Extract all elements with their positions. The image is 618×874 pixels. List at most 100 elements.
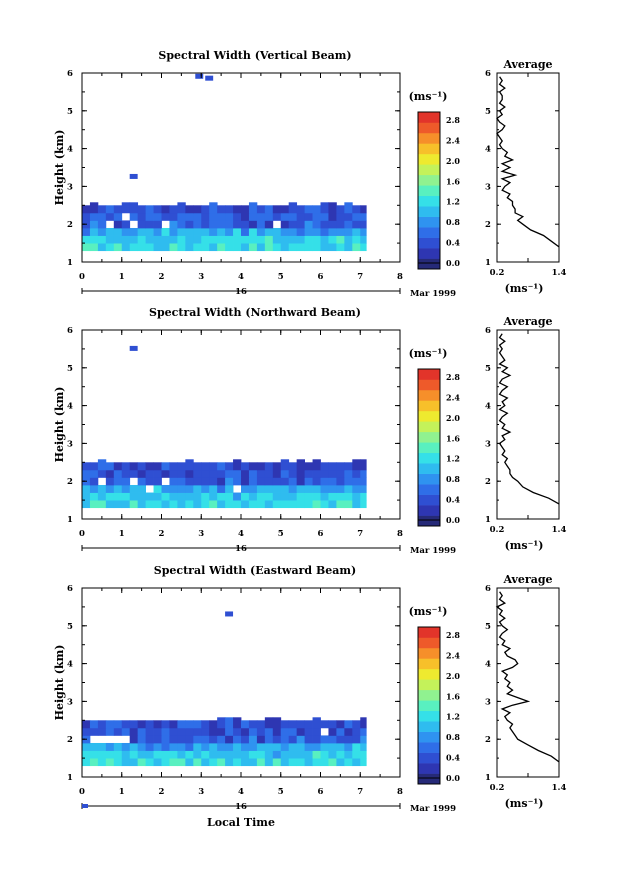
colorbar-segment [418, 647, 440, 659]
colorbar-tick-label: 2.4 [446, 392, 460, 402]
heatmap-cell [145, 742, 154, 751]
x-tick-label: 1 [119, 272, 125, 282]
heatmap-cell [153, 205, 162, 214]
plot-title: Spectral Width (Eastward Beam) [154, 564, 356, 577]
heatmap-cell [312, 500, 321, 509]
heatmap-cell [296, 205, 305, 214]
heatmap-cell [360, 750, 367, 759]
average-unit: (ms⁻¹) [505, 539, 544, 552]
heatmap-cell [248, 212, 258, 221]
heatmap-cell [225, 220, 234, 229]
heatmap-cell [193, 758, 202, 767]
heatmap-cell [193, 243, 202, 252]
isolated-echo [225, 611, 234, 617]
x-tick-label: 5 [278, 529, 284, 539]
heatmap-cell [217, 717, 226, 729]
heatmap-cell [121, 477, 131, 486]
heatmap-cell [320, 735, 329, 744]
x-tick-label: 2 [159, 272, 165, 282]
heatmap-cell [129, 212, 139, 221]
heatmap-cell [153, 227, 162, 236]
colorbar-frame [417, 368, 441, 527]
colorbar-segment [418, 637, 440, 649]
colorbar-segment [418, 689, 440, 701]
colorbar-segment [418, 463, 440, 474]
heatmap-cell [344, 758, 353, 767]
x-tick-label: 4 [238, 787, 244, 797]
heatmap-cell [312, 235, 321, 244]
heatmap-cell [153, 500, 162, 509]
heatmap-cell [296, 243, 305, 252]
heatmap-cell [121, 500, 131, 509]
heatmap-cell [233, 220, 242, 229]
heatmap-cell [304, 243, 313, 252]
heatmap-cell [248, 758, 258, 767]
heatmap-cell [328, 243, 337, 252]
heatmap-cell [344, 220, 353, 229]
heatmap-cell [233, 500, 242, 509]
heatmap-cell [360, 205, 367, 214]
colorbar-segment [418, 174, 440, 186]
heatmap-cell [264, 758, 274, 767]
heatmap-cell [97, 212, 107, 221]
colorbar-tick-label: 1.2 [446, 712, 460, 722]
heatmap-cell [137, 742, 146, 751]
colorbar-tick-label: 1.6 [446, 176, 460, 186]
heatmap-cell [272, 469, 282, 478]
heatmap-cell [89, 212, 99, 221]
colorbar-segment [418, 452, 440, 464]
heatmap-cell [225, 235, 234, 244]
heatmap-cell [209, 235, 218, 244]
x-tick-label: 3 [198, 529, 204, 539]
heatmap-cell [185, 500, 194, 509]
heatmap-cell [241, 750, 250, 759]
heatmap-cell [113, 220, 123, 229]
heatmap-cell [304, 735, 313, 744]
heatmap-cell [161, 235, 170, 244]
heatmap-cell [217, 243, 226, 252]
heatmap-cell [312, 220, 321, 229]
colorbar-tick-label: 0.4 [446, 753, 460, 763]
heatmap-cell [336, 220, 345, 229]
heatmap-cell [161, 750, 170, 759]
heatmap-cell [225, 742, 234, 751]
date-day: 16 [235, 287, 247, 297]
panel-2: Spectral Width (Northward Beam) 1 2 3 4 5 6 Hei… [53, 306, 566, 556]
heatmap-cell [105, 477, 115, 486]
heatmap-cell [89, 235, 99, 244]
heatmap-cell [233, 227, 242, 236]
heatmap-cell [137, 750, 146, 759]
heatmap-cell [145, 720, 154, 729]
average-y-tick-label: 3 [485, 697, 491, 707]
heatmap-cell [360, 735, 367, 744]
x-tick-label: 7 [357, 529, 363, 539]
colorbar-tick-label: 1.6 [446, 433, 460, 443]
heatmap-cell [169, 735, 178, 744]
colorbar-tick-label: 0.4 [446, 495, 460, 505]
heatmap-cell [256, 492, 266, 501]
heatmap-cell [89, 462, 99, 471]
heatmap-cell [288, 212, 298, 221]
heatmap-cell [280, 243, 290, 252]
colorbar-segment [418, 431, 440, 443]
panel-3: Spectral Width (Eastward Beam) 1 2 3 4 5 6 Heig… [53, 564, 566, 829]
heatmap-cell [336, 750, 345, 759]
heatmap-cell [185, 720, 194, 729]
heatmap-cell [121, 220, 131, 229]
heatmap-cell [233, 735, 242, 744]
heatmap-cell [89, 243, 99, 252]
heatmap-cell [241, 205, 250, 214]
heatmap-cell [272, 243, 282, 252]
heatmap-cell [137, 500, 146, 509]
heatmap-cell [177, 720, 186, 729]
colorbar-tick-label: 2.8 [446, 630, 460, 640]
heatmap-cell [177, 227, 186, 236]
heatmap-cell [97, 742, 107, 751]
x-tick-label: 0 [79, 787, 85, 797]
heatmap-cell [272, 484, 282, 493]
heatmap-cell [177, 750, 186, 759]
heatmap-cell [328, 720, 337, 729]
heatmap-cell [344, 235, 353, 244]
heatmap-cell [113, 750, 123, 759]
heatmap-cell [328, 469, 337, 478]
